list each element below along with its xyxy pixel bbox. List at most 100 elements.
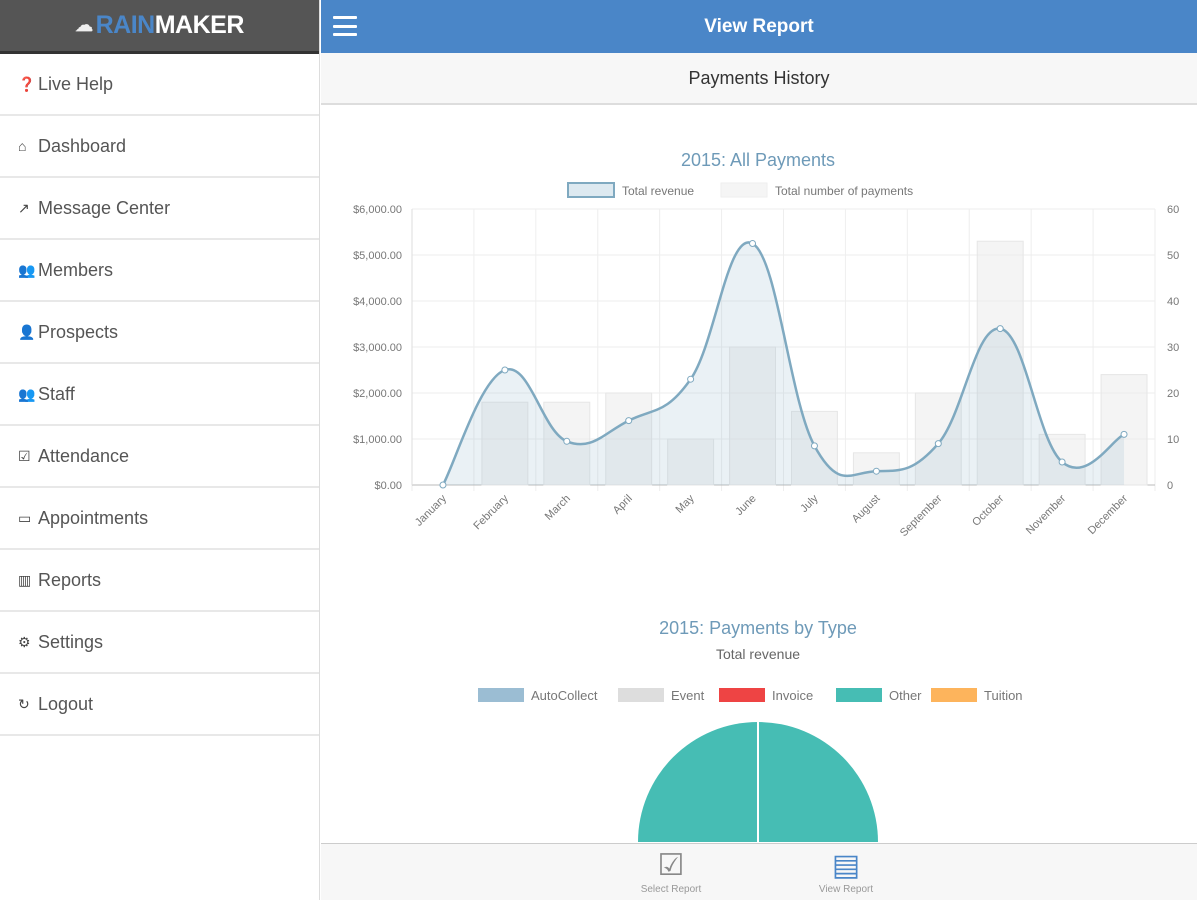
legend-swatch-invoice — [719, 688, 765, 702]
sidebar-item-label: Members — [38, 259, 114, 280]
share-icon: ↗ — [18, 199, 30, 216]
legend-swatch-autocollect — [478, 688, 524, 702]
footer-toolbar: ☑ Select Report ▤ View Report — [321, 843, 1197, 900]
x-tick-label: September — [898, 492, 945, 539]
y-right-tick: 0 — [1167, 480, 1173, 492]
revenue-line — [441, 241, 1125, 486]
y-left-tick: $0.00 — [374, 480, 402, 492]
revenue-area — [442, 242, 1125, 485]
x-tick-label: March — [543, 493, 573, 523]
y-right-tick: 60 — [1167, 204, 1179, 216]
legend-label-event: Event — [671, 688, 705, 703]
chart-title: 2015: Payments by Type — [659, 618, 857, 638]
y-left-tick: $3,000.00 — [353, 342, 402, 354]
bar-payments-may — [667, 438, 715, 486]
revenue-point-may — [687, 375, 695, 383]
revenue-point-august — [872, 467, 880, 475]
bar-payments-december — [1100, 374, 1148, 486]
y-right-tick: 40 — [1167, 296, 1179, 308]
x-tick-label: January — [413, 492, 450, 529]
sidebar-item-live-help[interactable]: ❓ Live Help — [0, 54, 319, 116]
revenue-point-june — [749, 240, 757, 247]
select-report-button[interactable]: ☑ Select Report — [611, 848, 731, 895]
y-left-tick: $6,000.00 — [353, 204, 402, 216]
revenue-point-march — [563, 437, 571, 445]
sidebar-item-prospects[interactable]: 👤 Prospects — [0, 302, 319, 364]
revenue-point-september — [934, 440, 942, 448]
revenue-point-november — [1058, 458, 1066, 466]
sidebar: ☁ RAIN MAKER ❓ Live Help ⌂ Dashboard ↗ Message … — [0, 0, 320, 900]
revenue-point-october — [996, 325, 1004, 333]
sidebar-item-label: Staff — [38, 383, 75, 404]
sidebar-item-logout[interactable]: ↻ Logout — [0, 674, 319, 736]
chart-subtitle: Total revenue — [716, 646, 800, 662]
legend-label-tuition: Tuition — [984, 688, 1023, 703]
chart-title: 2015: All Payments — [681, 150, 835, 170]
revenue-point-july — [810, 442, 818, 450]
check-square-icon: ☑ — [18, 447, 31, 464]
sidebar-item-label: Appointments — [38, 507, 149, 528]
hamburger-menu-icon[interactable] — [333, 16, 357, 36]
x-tick-label: June — [733, 493, 758, 518]
revenue-point-february — [501, 366, 509, 374]
document-icon: ▤ — [831, 849, 861, 882]
legend-swatch-revenue — [567, 182, 615, 198]
sidebar-item-label: Message Center — [38, 197, 171, 218]
all-payments-chart: 2015: All Payments Total revenue Total num… — [353, 150, 1179, 539]
bar-payments-november — [1038, 433, 1086, 486]
bar-payments-june — [729, 346, 777, 486]
sidebar-item-label: Dashboard — [38, 135, 127, 156]
sidebar-item-attendance[interactable]: ☑ Attendance — [0, 426, 319, 488]
revenue-point-april — [625, 417, 633, 425]
sidebar-item-staff[interactable]: 👥 Staff — [0, 364, 319, 426]
bar-payments-september — [914, 392, 962, 486]
calendar-icon: ▭ — [18, 509, 32, 526]
legend-swatch-tuition — [931, 688, 977, 702]
sidebar-item-members[interactable]: 👥 Members — [0, 240, 319, 302]
sidebar-item-reports[interactable]: ▥ Reports — [0, 550, 319, 612]
sidebar-item-label: Reports — [38, 569, 102, 590]
report-title: Payments History — [321, 53, 1197, 105]
legend-label-invoice: Invoice — [772, 688, 813, 703]
logo[interactable]: ☁ RAIN MAKER — [0, 0, 319, 54]
check-square-icon: ☑ — [657, 849, 685, 882]
user-plus-icon: 👤 — [18, 323, 36, 340]
bar-payments-april — [605, 392, 653, 486]
x-tick-label: July — [798, 492, 821, 515]
y-right-tick: 30 — [1167, 342, 1179, 354]
report-content[interactable]: 2015: All Payments Total revenue Total num… — [321, 105, 1197, 843]
sidebar-item-settings[interactable]: ⚙ Settings — [0, 612, 319, 674]
legend-swatch-payments — [720, 182, 768, 198]
y-left-tick: $2,000.00 — [353, 388, 402, 400]
legend-label-payments: Total number of payments — [775, 184, 913, 198]
sidebar-item-appointments[interactable]: ▭ Appointments — [0, 488, 319, 550]
legend-label-revenue: Total revenue — [622, 184, 694, 198]
x-tick-label: May — [674, 492, 698, 516]
y-left-tick: $5,000.00 — [353, 250, 402, 262]
x-tick-label: October — [970, 492, 1006, 528]
revenue-point-january — [439, 481, 447, 489]
legend-label-autocollect: AutoCollect — [531, 688, 598, 703]
page-title: View Report — [704, 15, 814, 37]
sidebar-item-label: Logout — [38, 693, 94, 714]
revenue-point-december — [1120, 430, 1128, 438]
x-tick-label: August — [850, 493, 883, 526]
sidebar-item-message-center[interactable]: ↗ Message Center — [0, 178, 319, 240]
logout-icon: ↻ — [18, 695, 30, 712]
gear-icon: ⚙ — [18, 633, 31, 650]
sidebar-item-dashboard[interactable]: ⌂ Dashboard — [0, 116, 319, 178]
legend-swatch-event — [618, 688, 664, 702]
top-bar: View Report — [321, 0, 1197, 53]
x-tick-label: April — [611, 493, 635, 517]
x-tick-label: February — [471, 492, 511, 532]
sidebar-item-label: Live Help — [38, 73, 114, 94]
y-right-tick: 10 — [1167, 434, 1179, 446]
legend-swatch-other — [836, 688, 882, 702]
y-right-tick: 50 — [1167, 250, 1179, 262]
sidebar-item-label: Attendance — [38, 445, 130, 466]
cloud-icon: ☁ — [75, 15, 93, 35]
view-report-button[interactable]: ▤ View Report — [786, 848, 906, 895]
sidebar-item-label: Prospects — [38, 321, 119, 342]
bar-chart-icon: ▥ — [18, 571, 32, 588]
y-left-tick: $1,000.00 — [353, 434, 402, 446]
